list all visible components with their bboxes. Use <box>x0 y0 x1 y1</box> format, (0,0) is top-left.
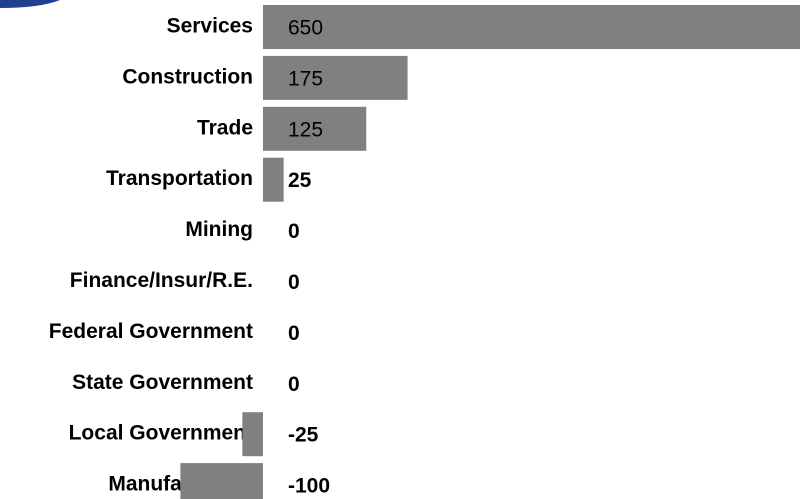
bar <box>263 106 367 151</box>
bar <box>263 157 284 202</box>
category-label: Mining <box>185 218 253 241</box>
value-label: 0 <box>288 220 300 243</box>
category-label: Federal Government <box>49 320 253 343</box>
category-label: State Government <box>72 371 253 394</box>
value-label: 0 <box>288 322 300 345</box>
bar <box>242 412 263 457</box>
category-label: Transportation <box>106 167 253 190</box>
category-label: Construction <box>122 65 253 88</box>
value-label: -25 <box>288 424 319 447</box>
value-label: 0 <box>288 373 300 396</box>
category-label: Trade <box>197 116 253 139</box>
value-label: 125 <box>288 118 323 141</box>
category-label: Services <box>167 15 253 38</box>
category-label: Finance/Insur/R.E. <box>70 269 253 292</box>
category-label: Local Government <box>69 422 253 445</box>
logo-fragment <box>0 0 60 8</box>
value-label: 650 <box>288 17 323 40</box>
bar <box>263 5 800 49</box>
value-label: -100 <box>288 475 330 498</box>
bar <box>180 463 263 499</box>
value-label: 175 <box>288 67 323 90</box>
value-label: 0 <box>288 271 300 294</box>
value-label: 25 <box>288 169 312 192</box>
bar <box>263 55 408 100</box>
